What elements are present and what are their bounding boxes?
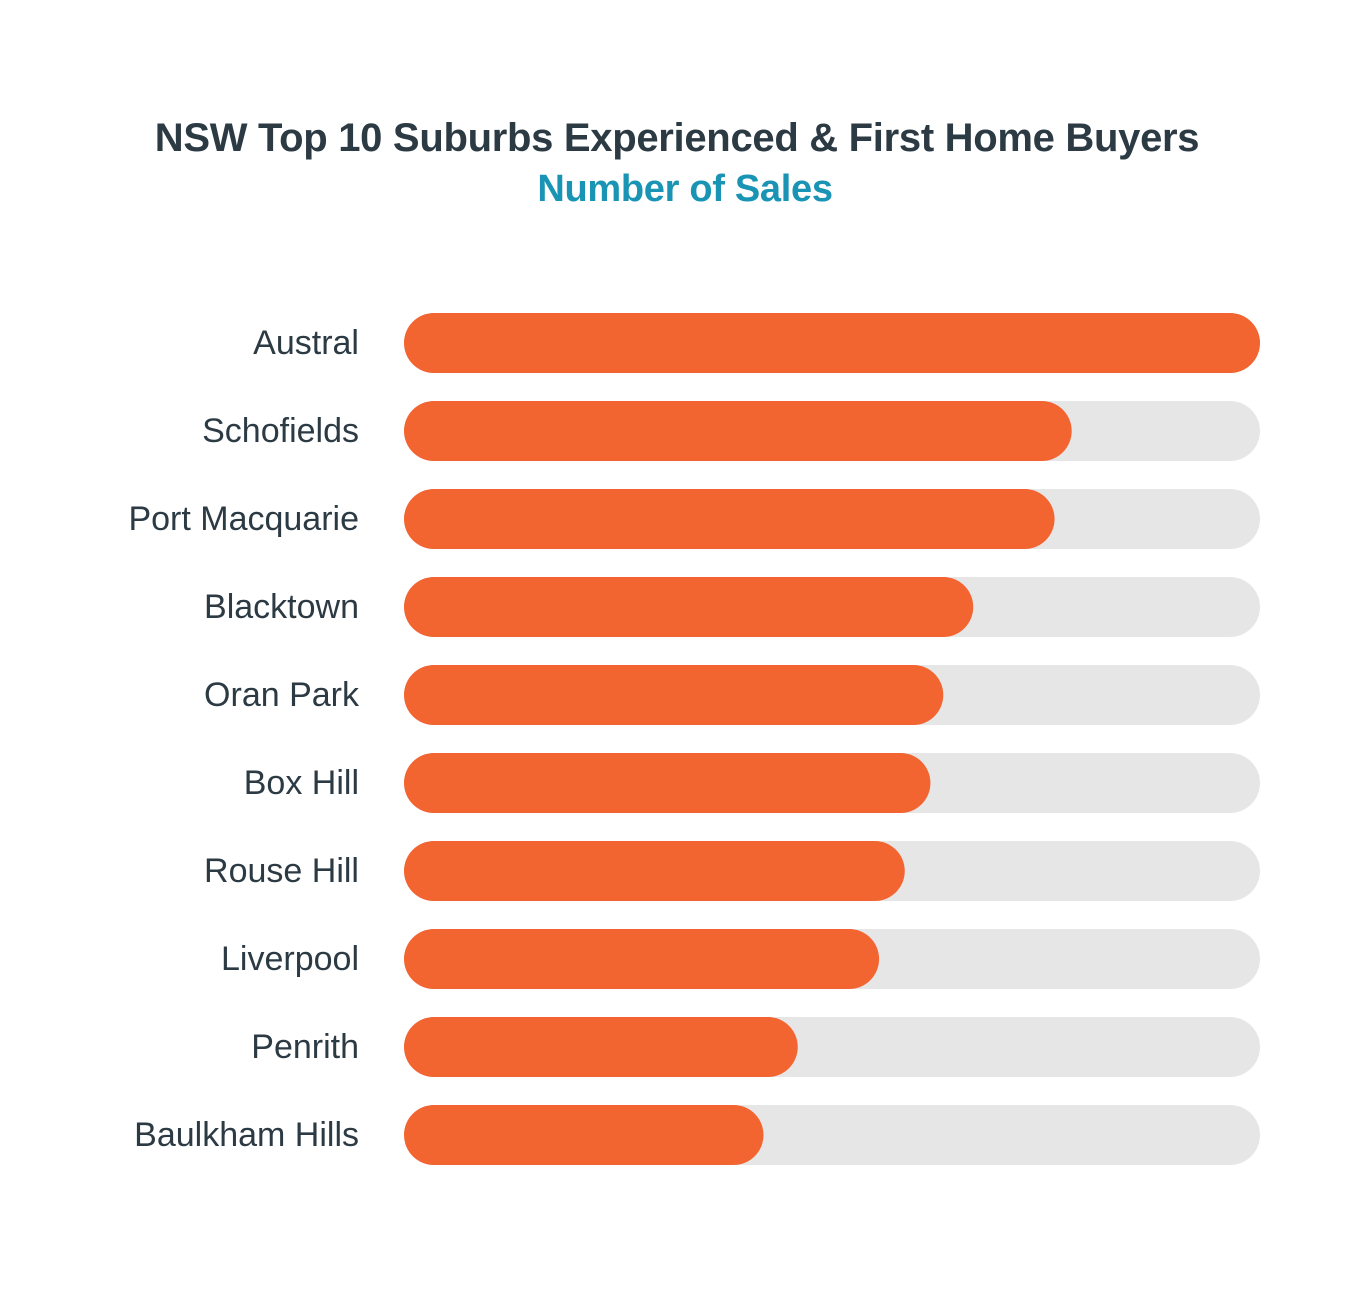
category-label: Baulkham Hills [134,1116,359,1154]
bar-row: Blacktown [204,577,1260,637]
bar-row: Rouse Hill [204,841,1260,901]
category-label: Oran Park [204,676,360,714]
bar [404,577,974,637]
bar-row: Box Hill [244,753,1260,813]
bar-row: Liverpool [221,929,1260,989]
bar [404,401,1072,461]
bar-row: Schofields [202,401,1260,461]
bar [404,841,905,901]
chart-subtitle: Number of Sales [537,168,833,210]
category-label: Schofields [202,412,359,450]
bar [404,489,1055,549]
bar-row: Oran Park [204,665,1260,725]
bar-row: Austral [253,313,1260,373]
category-label: Port Macquarie [128,500,359,538]
bar [404,313,1260,373]
bar-row: Baulkham Hills [134,1105,1260,1165]
bar [404,929,880,989]
bar [404,1105,764,1165]
bar [404,665,944,725]
category-label: Penrith [251,1028,359,1066]
category-label: Rouse Hill [204,852,359,890]
bar [404,1017,798,1077]
bar-row: Port Macquarie [128,489,1260,549]
category-label: Austral [253,324,359,362]
category-label: Box Hill [244,764,359,802]
chart-title: NSW Top 10 Suburbs Experienced & First H… [154,116,1200,160]
category-label: Liverpool [221,940,359,978]
bar-row: Penrith [251,1017,1260,1077]
bar [404,753,931,813]
category-label: Blacktown [204,588,359,626]
